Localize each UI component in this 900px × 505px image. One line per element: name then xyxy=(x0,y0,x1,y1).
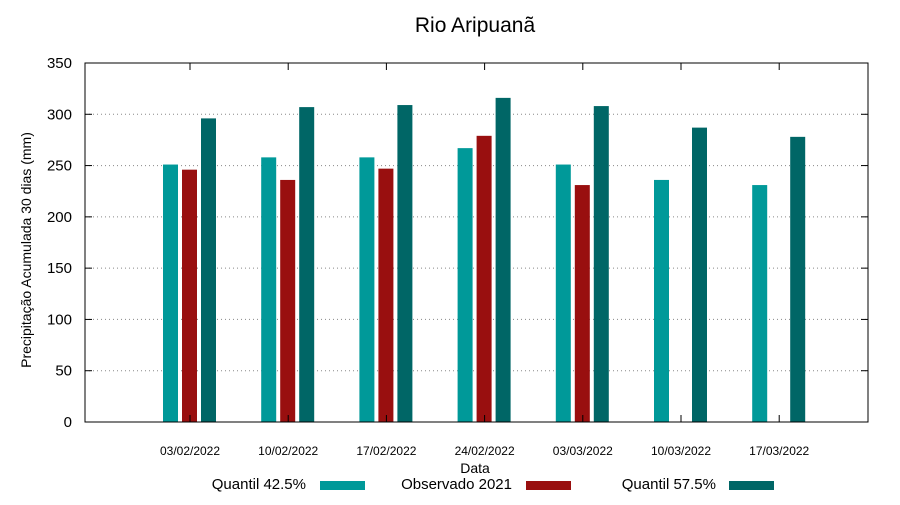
bar-2 xyxy=(574,185,590,422)
bar-1 xyxy=(163,164,178,422)
x-tick-label: 24/02/2022 xyxy=(455,444,515,458)
legend-label: Quantil 57.5% xyxy=(622,476,716,493)
bar-3 xyxy=(790,136,806,422)
y-tick-label: 200 xyxy=(47,209,72,226)
gridlines xyxy=(85,113,868,372)
bar-3 xyxy=(593,106,609,422)
bars xyxy=(163,97,806,423)
y-tick-label: 100 xyxy=(47,311,72,328)
bar-1 xyxy=(359,157,375,422)
legend-swatch xyxy=(729,481,774,490)
plot-frame xyxy=(84,62,869,423)
bar-2 xyxy=(476,135,492,422)
bar-3 xyxy=(299,107,315,422)
legend-swatch xyxy=(526,481,571,490)
y-tick-label: 350 xyxy=(47,55,72,72)
y-tick-label: 0 xyxy=(64,414,72,431)
x-axis-label: Data xyxy=(460,460,490,476)
bar-1 xyxy=(752,185,768,422)
x-tick-label: 03/03/2022 xyxy=(553,444,613,458)
bar-3 xyxy=(692,127,707,423)
bar-2 xyxy=(182,169,197,422)
x-tick-label: 10/03/2022 xyxy=(651,444,711,458)
bar-3 xyxy=(397,105,413,422)
bar-1 xyxy=(261,157,277,422)
y-tick-label: 150 xyxy=(47,260,72,277)
bar-1 xyxy=(654,179,669,422)
chart-title: Rio Aripuanã xyxy=(415,14,536,37)
y-tick-label: 250 xyxy=(47,158,72,175)
legend: Quantil 42.5% Observado 2021 Quantil 57.5% xyxy=(212,476,774,493)
bar-3 xyxy=(495,97,511,423)
x-tick-label: 17/02/2022 xyxy=(356,444,416,458)
x-tick-label: 10/02/2022 xyxy=(258,444,318,458)
bar-3 xyxy=(201,118,216,422)
y-axis-label: Precipitação Acumulada 30 dias (mm) xyxy=(18,132,34,368)
y-tick-label: 300 xyxy=(47,106,72,123)
bar-2 xyxy=(378,168,394,422)
bar-1 xyxy=(555,164,571,422)
legend-label: Quantil 42.5% xyxy=(212,476,306,493)
legend-swatch xyxy=(320,481,365,490)
bar-1 xyxy=(457,148,473,423)
x-tick-label: 03/02/2022 xyxy=(160,444,220,458)
bar-2 xyxy=(280,179,296,422)
y-tick-label: 50 xyxy=(55,363,72,380)
x-tick-label: 17/03/2022 xyxy=(749,444,809,458)
y-ticks: 0 50 100 150 200 250 300 350 xyxy=(47,55,868,431)
legend-label: Observado 2021 xyxy=(401,476,512,493)
x-ticks: 03/02/2022 10/02/2022 17/02/2022 24/02/2022… xyxy=(160,63,810,458)
